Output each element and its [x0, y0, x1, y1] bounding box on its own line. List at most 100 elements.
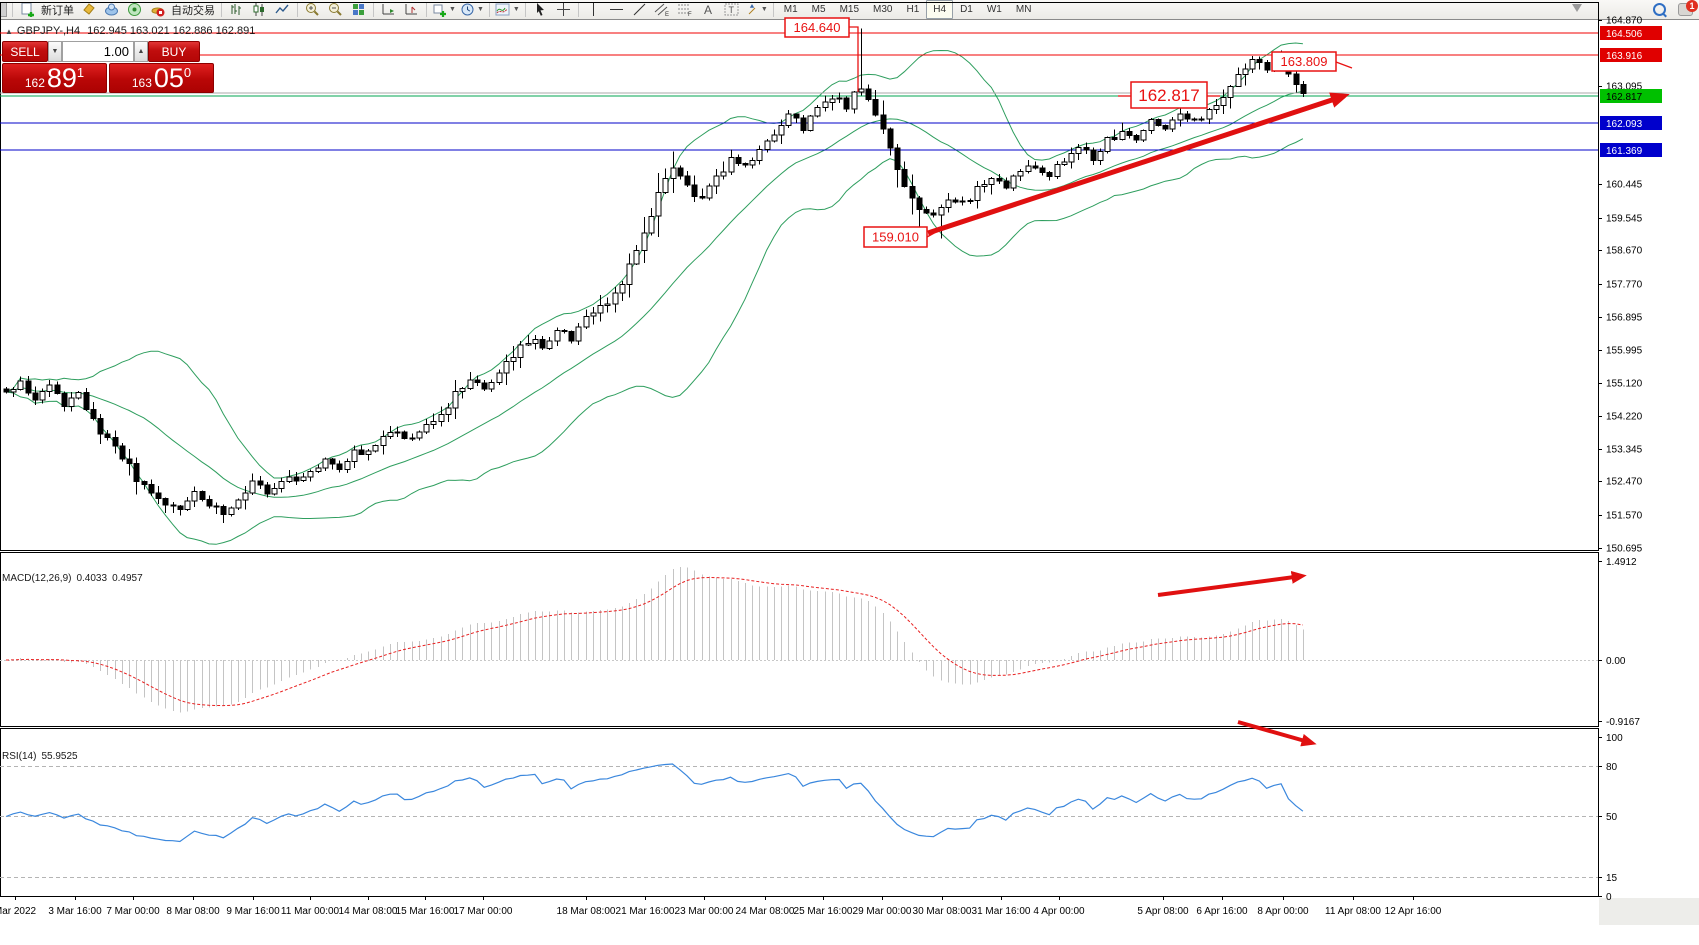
- chart-shift-marker[interactable]: [1572, 4, 1582, 12]
- date-tick-label: 5 Apr 08:00: [1137, 906, 1189, 917]
- arrows-tool-button[interactable]: ▼: [744, 0, 769, 19]
- zoom-out-button[interactable]: [325, 0, 346, 19]
- rsi-axis-label: 0: [1606, 892, 1612, 903]
- date-tick-label: 4 Apr 00:00: [1033, 906, 1085, 917]
- candle-body: [546, 340, 553, 349]
- bar-chart-mode-button[interactable]: [226, 0, 247, 19]
- timeframe-m30[interactable]: M30: [873, 4, 893, 15]
- auto-trading-label[interactable]: 自动交易: [171, 4, 215, 17]
- date-tick-label: 9 Mar 16:00: [226, 906, 280, 917]
- fibonacci-tool-button[interactable]: F: [675, 0, 696, 19]
- periods-button[interactable]: ▼: [459, 0, 485, 19]
- sell-button[interactable]: SELL: [2, 41, 48, 62]
- candle-body: [481, 382, 488, 390]
- timeframe-w1[interactable]: W1: [986, 4, 1002, 15]
- date-tick-label: 23 Mar 00:00: [675, 906, 734, 917]
- timeframe-m5[interactable]: M5: [811, 4, 826, 15]
- chart-collapse-icon[interactable]: ▲: [5, 27, 13, 36]
- cursor-tool-button[interactable]: [530, 0, 551, 19]
- candle-body: [1227, 85, 1234, 98]
- macd-signal-line: [5, 576, 1303, 707]
- date-tick-label: 31 Mar 16:00: [972, 906, 1031, 917]
- channel-tool-button[interactable]: E: [652, 0, 673, 19]
- candle-body: [394, 431, 401, 434]
- text-label-tool-button[interactable]: T: [721, 0, 742, 19]
- bollinger-middle: [5, 90, 1304, 498]
- timeframe-m15[interactable]: M15: [839, 4, 860, 15]
- annotation-pointer: [1335, 61, 1353, 69]
- date-tick-label: 7 Mar 00:00: [106, 906, 160, 917]
- auto-trading-button[interactable]: [147, 0, 168, 19]
- candle-body: [206, 498, 213, 507]
- indicators-button[interactable]: ▼: [494, 0, 521, 19]
- candle-body: [213, 505, 220, 508]
- chart-shift-button[interactable]: [401, 0, 422, 19]
- trendline-tool-button[interactable]: [629, 0, 650, 19]
- candle-body: [17, 380, 24, 391]
- new-chart-button[interactable]: ▼: [431, 0, 457, 19]
- candle-body: [583, 315, 590, 328]
- zoom-in-button[interactable]: [302, 0, 323, 19]
- search-icon[interactable]: [1653, 3, 1666, 16]
- horizontal-line-tool-button[interactable]: [606, 0, 627, 19]
- chart-symbol-period: GBPJPY-,H4: [16, 25, 81, 37]
- signals-button[interactable]: [124, 0, 145, 19]
- candle-body: [1046, 171, 1053, 177]
- annotation-label[interactable]: 162.817: [1118, 81, 1220, 109]
- broom-icon: [83, 3, 95, 15]
- macd-axis-label: -0.9167: [1606, 717, 1640, 728]
- fibonacci-icon: F: [678, 4, 692, 17]
- candle-body: [945, 199, 952, 208]
- annotation-label[interactable]: 163.809: [1271, 51, 1353, 72]
- volume-decrease-button[interactable]: ▼: [48, 41, 62, 62]
- tile-windows-button[interactable]: [348, 0, 369, 19]
- trend-arrow[interactable]: [927, 92, 1350, 236]
- community-button[interactable]: [101, 0, 122, 19]
- candle-body: [307, 471, 314, 478]
- candle-body: [1133, 134, 1140, 141]
- bollinger-lower: [5, 138, 1304, 545]
- bar-chart-icon: [231, 4, 241, 15]
- candle-chart-mode-button[interactable]: [249, 0, 270, 19]
- price-badge-label: 161.369: [1606, 146, 1643, 157]
- candle-body: [851, 91, 858, 110]
- trend-arrow[interactable]: [1157, 571, 1307, 597]
- annotation-label[interactable]: 164.640: [784, 17, 859, 92]
- text-tool-button[interactable]: A: [698, 0, 719, 19]
- timeframe-h1[interactable]: H1: [906, 4, 920, 15]
- candle-body: [1184, 113, 1191, 120]
- horizontal-line-icon: [609, 9, 623, 10]
- auto-scroll-button[interactable]: [378, 0, 399, 19]
- timeframe-mn[interactable]: MN: [1015, 4, 1032, 15]
- buy-price-display[interactable]: 163 05 0: [109, 63, 214, 93]
- chart-canvas[interactable]: 164.870 163.095 160.445 159.545 158.670 157.7…: [0, 0, 1699, 925]
- volume-increase-button[interactable]: ▲: [134, 41, 148, 62]
- candle-body: [699, 196, 706, 199]
- trend-arrow[interactable]: [1237, 720, 1317, 747]
- buy-button[interactable]: BUY: [148, 41, 200, 62]
- notification-badge[interactable]: 1: [1686, 0, 1698, 12]
- date-tick-label: 24 Mar 08:00: [736, 906, 795, 917]
- zoom-out-icon: [329, 3, 342, 16]
- price-badge: [1600, 26, 1662, 40]
- line-chart-mode-button[interactable]: [272, 0, 293, 19]
- crosshair-tool-button[interactable]: [553, 0, 574, 19]
- rsi-axis-label: 50: [1606, 812, 1618, 823]
- timeframe-m1[interactable]: M1: [783, 4, 798, 15]
- level-lines: [0, 32, 1598, 151]
- chat-icon[interactable]: 1: [1678, 0, 1698, 16]
- sell-price-display[interactable]: 162 89 1: [2, 63, 107, 93]
- new-order-label[interactable]: 新订单: [41, 4, 74, 17]
- sell-price-integer: 162: [24, 76, 45, 90]
- timeframe-d1[interactable]: D1: [960, 4, 973, 15]
- cleanup-button[interactable]: [78, 0, 99, 19]
- annotation-box: [1271, 51, 1337, 72]
- one-click-trading-panel: SELL ▼ ▲ BUY 162 89 1 163 05 0: [2, 41, 218, 93]
- volume-input[interactable]: [62, 41, 134, 62]
- annotation-label[interactable]: 159.010: [863, 226, 937, 248]
- timeframe-h4[interactable]: H4: [926, 0, 954, 19]
- candle-body: [474, 379, 481, 384]
- vertical-line-tool-button[interactable]: [583, 0, 604, 19]
- candle-body: [401, 431, 408, 439]
- candle-body: [793, 113, 800, 119]
